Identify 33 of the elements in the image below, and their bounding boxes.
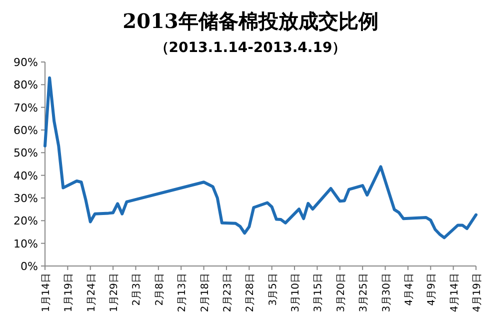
x-tick-label: 3月25日 <box>358 273 370 312</box>
y-tick-label: 60% <box>14 124 38 137</box>
x-tick-label: 2月28日 <box>245 273 256 312</box>
x-tick-label: 2月3日 <box>132 273 143 306</box>
line-series <box>44 76 478 240</box>
x-tick-label: 2月8日 <box>154 273 166 306</box>
x-tick-label: 1月19日 <box>64 273 75 312</box>
x-tick-label: 1月14日 <box>41 273 52 312</box>
x-tick-label: 4月9日 <box>426 273 438 306</box>
y-tick-label: 10% <box>14 237 38 250</box>
x-tick-label: 4月4日 <box>404 273 415 306</box>
x-tick-label: 2月23日 <box>222 273 234 312</box>
y-tick-label: 30% <box>14 192 38 205</box>
x-tick-label: 4月14日 <box>449 273 460 312</box>
y-tick-label: 0% <box>20 260 38 273</box>
x-tick-label: 3月5日 <box>268 273 279 306</box>
x-tick-label: 3月30日 <box>381 273 392 312</box>
y-tick-label: 20% <box>14 214 38 228</box>
x-tick-label: 3月20日 <box>336 273 347 312</box>
x-tick-label: 1月24日 <box>86 273 98 312</box>
y-tick-label: 50% <box>14 146 38 160</box>
x-tick-label: 3月10日 <box>290 273 302 312</box>
x-tick-label: 2月18日 <box>200 273 211 312</box>
y-tick-label: 80% <box>14 78 38 92</box>
y-tick-label: 90% <box>14 56 38 69</box>
x-tick-label: 1月29日 <box>109 273 120 312</box>
y-tick-label: 70% <box>14 101 38 114</box>
x-tick-label: 4月19日 <box>472 273 483 312</box>
chart-subtitle: （2013.1.14-2013.4.19） <box>154 40 346 56</box>
x-tick-label: 3月15日 <box>313 273 324 312</box>
y-tick-label: 40% <box>14 169 38 182</box>
chart-title: 2013年储备棉投放成交比例 <box>122 9 378 33</box>
x-tick-label: 2月13日 <box>177 273 188 312</box>
